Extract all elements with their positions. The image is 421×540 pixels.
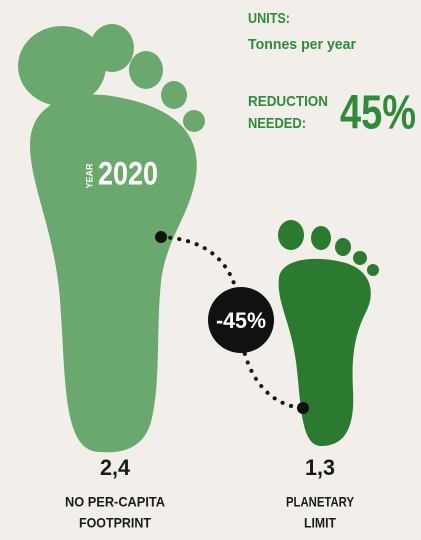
small-footprint	[278, 220, 379, 446]
year-value: 2020	[98, 155, 158, 191]
reduction-value: 45%	[340, 87, 416, 140]
units-label: UNITS:	[248, 10, 290, 27]
footprint-value: 1,3	[305, 455, 335, 480]
reduction-label: REDUCTION	[248, 93, 328, 110]
footprint-label: FOOTPRINT	[79, 515, 151, 531]
reduction-label: NEEDED:	[248, 115, 306, 132]
large-footprint	[18, 24, 205, 453]
connector-start	[155, 231, 167, 243]
year-label: YEAR	[84, 163, 94, 189]
change-label: -45%	[216, 308, 266, 333]
footprint-label: NO PER-CAPITA	[65, 494, 165, 510]
connector-end	[297, 402, 309, 414]
footprint-value: 2,4	[100, 455, 131, 480]
change-badge	[208, 287, 274, 353]
units-value: Tonnes per year	[248, 36, 356, 53]
footprint-label: LIMIT	[304, 515, 336, 531]
footprint-label: PLANETARY	[286, 494, 355, 510]
